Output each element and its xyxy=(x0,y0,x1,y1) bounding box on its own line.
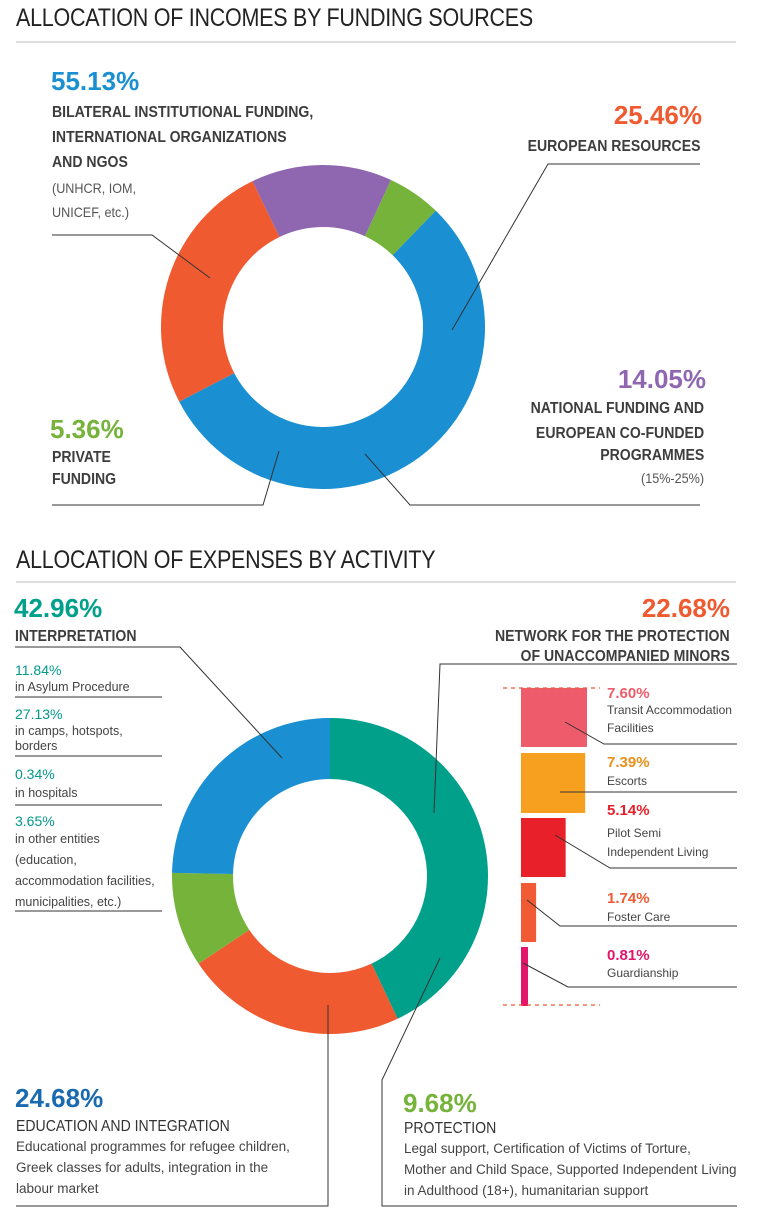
breakdown-guardianship-percent: 0.81% xyxy=(607,947,650,964)
breakdown-leader-foster xyxy=(526,899,737,927)
european-label: EUROPEAN RESOURCES xyxy=(527,138,700,155)
interp-sub3-percent: 0.34% xyxy=(15,766,55,782)
breakdown-escorts-desc: Escorts xyxy=(607,774,648,788)
national-label-line3: PROGRAMMES xyxy=(599,447,704,464)
education-desc-line2: Greek classes for adults, integration in… xyxy=(16,1160,269,1175)
breakdown-bar-guardianship xyxy=(521,947,529,1006)
european-percent: 25.46% xyxy=(613,100,702,130)
leader-bilateral xyxy=(52,234,211,279)
interpretation-percent: 42.96% xyxy=(14,593,103,623)
interp-sub2-desc: in camps, hotspots, borders xyxy=(15,724,123,753)
protection-percent: 9.68% xyxy=(403,1088,477,1118)
leader-european xyxy=(451,163,700,331)
breakdown-leader-transit xyxy=(564,721,737,745)
donut-slice-european xyxy=(161,181,280,402)
protection-desc-line2: Mother and Child Space, Supported Indepe… xyxy=(404,1162,737,1177)
breakdown-transit-percent: 7.60% xyxy=(607,685,650,702)
interp-sub1-desc: in Asylum Procedure xyxy=(15,680,130,694)
education-desc-line3: labour market xyxy=(16,1181,99,1196)
bilateral-percent: 55.13% xyxy=(51,66,140,96)
breakdown-pilot-desc-line1: Pilot Semi xyxy=(607,826,662,840)
education-percent: 24.68% xyxy=(15,1083,104,1113)
breakdown-bar-transit xyxy=(521,688,587,747)
breakdown-bar-pilot xyxy=(521,818,566,877)
interp-sub4-desc-line3: accommodation facilities, xyxy=(15,874,155,888)
donut-slice-national xyxy=(252,164,391,237)
breakdown-leader-guardianship xyxy=(522,962,737,988)
breakdown-bar-foster xyxy=(521,883,537,942)
network-label-line2: OF UNACCOMPANIED MINORS xyxy=(520,648,730,665)
interp-sub4-percent: 3.65% xyxy=(15,813,55,829)
interp-sub4-desc-line2: (education, xyxy=(15,853,77,867)
breakdown-pilot-percent: 5.14% xyxy=(607,802,650,819)
bilateral-note-line1: (UNHCR, IOM, xyxy=(52,180,136,196)
donut-slice-interpretation xyxy=(330,718,489,1019)
donut-slice-private xyxy=(364,179,436,256)
breakdown-transit-desc-line2: Facilities xyxy=(607,721,654,735)
donut-slice-education xyxy=(172,718,330,875)
interp-sub2-percent: 27.13% xyxy=(15,706,63,722)
national-percent: 14.05% xyxy=(617,364,706,394)
interp-sub3-desc: in hospitals xyxy=(15,786,78,800)
national-label-line2: EUROPEAN CO-FUNDED xyxy=(535,425,704,442)
breakdown-transit-desc-line1: Transit Accommodation xyxy=(607,703,732,717)
national-label-line1: NATIONAL FUNDING AND xyxy=(530,400,704,417)
bilateral-note-line2: UNICEF, etc.) xyxy=(52,204,130,220)
incomes-section-title: ALLOCATION OF INCOMES BY FUNDING SOURCES xyxy=(16,4,533,32)
breakdown-foster-percent: 1.74% xyxy=(607,890,650,907)
leader-private xyxy=(52,450,280,506)
leader-education xyxy=(16,1005,329,1207)
bilateral-label-line3: AND NGOs xyxy=(52,154,128,171)
protection-label: PROTECTION xyxy=(404,1120,497,1137)
bilateral-label-line2: INTERNATIONAL ORGANIZATIONS xyxy=(52,129,287,146)
interpretation-label: INTERPRETATION xyxy=(15,628,137,645)
donut-slice-bilateral xyxy=(179,210,485,489)
protection-desc-line3: in Adulthood (18+), humanitarian support xyxy=(404,1183,649,1198)
breakdown-escorts-percent: 7.39% xyxy=(607,754,650,771)
breakdown-pilot-desc-line2: Independent Living xyxy=(607,845,709,859)
leader-protection xyxy=(381,957,737,1207)
interp-sub4-desc-line4: municipalities, etc.) xyxy=(15,895,122,909)
private-percent: 5.36% xyxy=(50,414,124,444)
leader-interpretation xyxy=(15,646,283,759)
leader-network xyxy=(433,663,737,814)
education-label: EDUCATION AND INTEGRATION xyxy=(16,1118,230,1135)
national-note: (15%-25%) xyxy=(640,470,704,486)
private-label-line1: PRIVATE xyxy=(52,449,111,466)
private-label-line2: FUNDING xyxy=(52,471,117,488)
bilateral-label-line1: BILATERAL INSTITUTIONAL FUNDING, xyxy=(52,104,314,121)
breakdown-bar-escorts xyxy=(521,753,586,813)
network-percent: 22.68% xyxy=(641,593,730,623)
protection-desc-line1: Legal support, Certification of Victims … xyxy=(404,1141,691,1156)
breakdown-guardianship-desc: Guardianship xyxy=(607,966,679,980)
interp-sub4-desc-line1: in other entities xyxy=(15,832,100,846)
education-desc-line1: Educational programmes for refugee child… xyxy=(16,1139,290,1154)
network-label-line1: NETWORK FOR THE PROTECTION xyxy=(495,628,730,645)
breakdown-foster-desc: Foster Care xyxy=(607,910,671,924)
expenses-section-title: ALLOCATION OF EXPENSES BY ACTIVITY xyxy=(16,546,436,574)
interp-sub1-percent: 11.84% xyxy=(15,662,62,678)
breakdown-leader-pilot xyxy=(554,834,737,869)
leader-national xyxy=(364,453,700,506)
donut-slice-network xyxy=(198,929,398,1035)
donut-slice-protection xyxy=(172,872,250,964)
